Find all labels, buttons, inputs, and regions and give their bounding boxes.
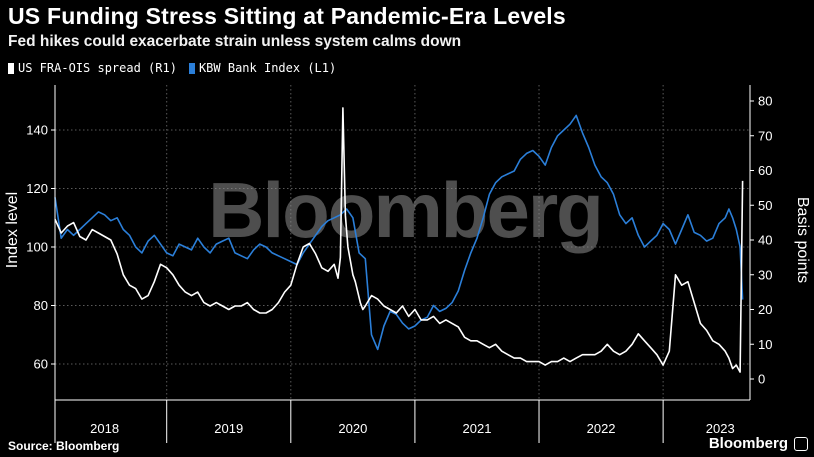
- right-tick-label-60: 60: [758, 163, 772, 178]
- x-tick-label-2022: 2022: [587, 421, 616, 436]
- left-axis-label: Index level: [4, 192, 21, 269]
- legend-label-fra-ois: US FRA-OIS spread (R1): [18, 61, 177, 75]
- legend-item-fra-ois: US FRA-OIS spread (R1): [8, 61, 177, 75]
- x-tick-label-2020: 2020: [338, 421, 367, 436]
- legend-label-kbw: KBW Bank Index (L1): [198, 61, 337, 75]
- axes-group: 2018 2019 2020 2021 2022 2023 60 80 100 120 140 0 10…: [26, 85, 772, 443]
- right-tick-label-40: 40: [758, 233, 772, 248]
- x-tick-label-2023: 2023: [706, 421, 735, 436]
- x-tick-label-2018: 2018: [90, 421, 119, 436]
- right-tick-label-20: 20: [758, 302, 772, 317]
- left-tick-label-60: 60: [34, 357, 48, 372]
- chart-icon: [794, 437, 808, 451]
- right-tick-label-30: 30: [758, 267, 772, 282]
- gridlines: [55, 85, 750, 400]
- brand-logo-text: Bloomberg: [708, 435, 788, 452]
- series-line-kbw: [54, 114, 744, 351]
- series-group: [54, 107, 744, 373]
- series-line-fra-ois: [54, 107, 744, 373]
- left-tick-label-140: 140: [26, 123, 48, 138]
- left-tick-label-120: 120: [26, 181, 48, 196]
- right-tick-label-50: 50: [758, 198, 772, 213]
- legend: US FRA-OIS spread (R1) KBW Bank Index (L…: [8, 61, 336, 75]
- chart-subtitle: Fed hikes could exacerbate strain unless…: [8, 33, 462, 50]
- right-axis-label: Basis points: [794, 197, 811, 283]
- right-tick-label-0: 0: [758, 372, 765, 387]
- left-tick-label-80: 80: [34, 298, 48, 313]
- legend-swatch-fra-ois: [8, 62, 14, 74]
- watermark-text: Bloomberg: [208, 166, 602, 254]
- x-tick-label-2021: 2021: [463, 421, 492, 436]
- x-tick-label-2019: 2019: [214, 421, 243, 436]
- right-tick-label-70: 70: [758, 128, 772, 143]
- source-note: Source: Bloomberg: [8, 439, 120, 453]
- left-tick-label-100: 100: [26, 240, 48, 255]
- legend-swatch-kbw: [188, 62, 195, 74]
- right-tick-label-80: 80: [758, 94, 772, 109]
- legend-item-kbw: KBW Bank Index (L1): [188, 61, 337, 75]
- right-tick-label-10: 10: [758, 337, 772, 352]
- chart-title: US Funding Stress Sitting at Pandemic-Er…: [8, 3, 566, 29]
